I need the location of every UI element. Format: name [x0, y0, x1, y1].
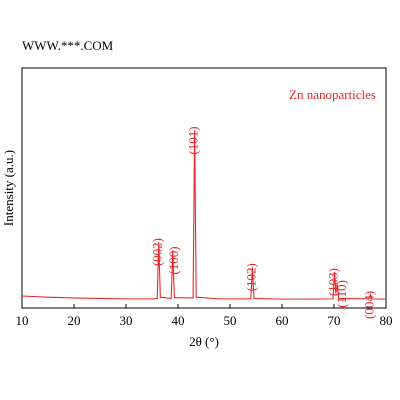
peak-label: (002) [150, 238, 165, 266]
peak-label: (100) [166, 246, 181, 274]
x-tick-label: 10 [16, 313, 29, 328]
data-line [21, 130, 387, 300]
legend-label: Zn nanoparticles [289, 87, 376, 102]
peak-label: (004) [361, 291, 376, 319]
x-tick-label: 50 [224, 313, 237, 328]
chart-title: WWW.***.COM [22, 38, 114, 53]
y-axis-label: Intensity (a.u.) [1, 150, 16, 226]
peak-label: (103) [326, 268, 341, 296]
x-tick-label: 30 [120, 313, 133, 328]
x-tick-label: 40 [172, 313, 185, 328]
peak-label: (110) [334, 280, 349, 308]
x-tick-label: 20 [68, 313, 81, 328]
peak-label: (101) [186, 126, 201, 154]
plot-frame [21, 67, 387, 309]
x-tick-label: 60 [276, 313, 289, 328]
peak-label: (102) [243, 263, 258, 291]
x-tick-label: 80 [380, 313, 393, 328]
x-axis-label: 2θ (°) [189, 334, 219, 349]
x-tick-label: 70 [328, 313, 341, 328]
